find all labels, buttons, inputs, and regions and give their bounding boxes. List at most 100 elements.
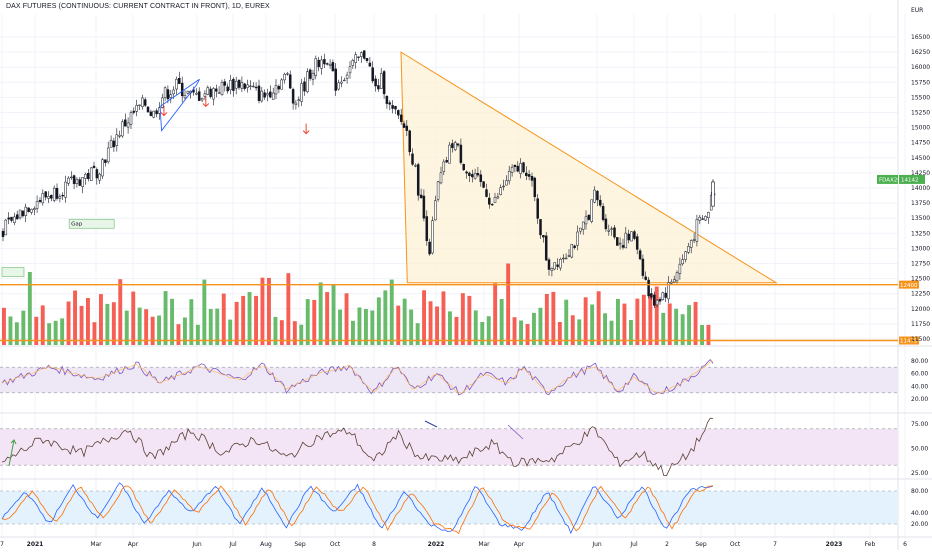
candle-body xyxy=(462,164,465,171)
rsi-axis-tick-label: 60.00 xyxy=(911,371,928,378)
candle-body xyxy=(135,105,138,112)
volume-bar xyxy=(493,283,498,345)
candle-body xyxy=(579,227,582,232)
stoch-k-line xyxy=(1,482,714,535)
volume-bar xyxy=(254,295,258,345)
candle-body xyxy=(286,73,289,75)
candle-body xyxy=(186,90,190,94)
wedge-channel-drawing xyxy=(159,78,200,132)
candle-body xyxy=(112,140,116,148)
volume-bar xyxy=(111,302,116,345)
price-axis-tick-label: 13000 xyxy=(911,245,930,252)
candle-body xyxy=(627,233,630,241)
volume-bar xyxy=(202,279,207,345)
volume-bar xyxy=(8,316,13,345)
volume-bar xyxy=(170,298,174,345)
candle-body xyxy=(237,79,241,88)
candle-body xyxy=(584,216,588,225)
candle-body xyxy=(118,134,121,137)
descending-triangle xyxy=(400,51,778,284)
candle-body xyxy=(664,292,667,298)
time-axis-tick-label: 6 xyxy=(903,541,907,548)
candle-body xyxy=(670,281,673,284)
candle-body xyxy=(453,142,457,151)
candle-body xyxy=(38,200,42,202)
candle-body xyxy=(325,63,329,65)
candle-body xyxy=(448,144,451,164)
volume-bar xyxy=(27,272,32,345)
volume-bar xyxy=(176,324,181,345)
note-box xyxy=(1,267,25,277)
volume-bar xyxy=(137,307,142,345)
volume-bar xyxy=(34,316,39,345)
volume-bar xyxy=(409,309,414,345)
price-axis-tick-label: 12500 xyxy=(911,276,930,283)
candle-body xyxy=(55,188,59,199)
candle-body xyxy=(195,92,198,95)
candle-body xyxy=(308,69,312,79)
candle-body xyxy=(44,191,47,198)
volume-bar xyxy=(357,307,362,345)
volume-bar xyxy=(415,323,420,345)
rsi-signal-line xyxy=(1,361,714,394)
volume-bar xyxy=(428,301,433,345)
candle-body xyxy=(394,106,397,110)
candle-body xyxy=(226,86,229,92)
candle-body xyxy=(618,242,622,245)
stoch-axis-tick-label: 40.00 xyxy=(911,510,928,517)
candle-body xyxy=(101,159,104,177)
volume-bar xyxy=(228,319,233,345)
candle-body xyxy=(152,110,155,118)
candle-body xyxy=(58,196,62,199)
candle-body xyxy=(519,163,522,174)
volume-bar xyxy=(577,319,582,345)
volume-bar xyxy=(616,299,620,345)
volume-bar xyxy=(641,294,646,345)
volume-bar xyxy=(383,290,388,345)
candle-body xyxy=(343,79,346,82)
candle-body xyxy=(593,189,596,203)
up-arrow-shaft xyxy=(8,439,15,467)
candle-body xyxy=(698,216,702,221)
candle-body xyxy=(681,259,684,265)
volume-bar xyxy=(286,273,291,345)
candle-body xyxy=(234,80,238,89)
candle-body xyxy=(260,90,264,102)
candle-body xyxy=(687,246,690,253)
candle-body xyxy=(488,197,491,205)
volume-bar xyxy=(195,324,200,345)
volume-bar xyxy=(519,320,523,345)
candle-body xyxy=(527,174,531,177)
price-axis-tick-label: 16000 xyxy=(911,64,930,71)
candle-body xyxy=(397,110,400,116)
candle-body xyxy=(172,89,175,95)
candle-body xyxy=(476,173,480,176)
candle-body xyxy=(266,93,269,96)
candle-body xyxy=(590,199,593,222)
time-axis-tick-label: 2021 xyxy=(27,541,44,548)
time-axis-tick-label: Feb xyxy=(865,541,876,548)
volume-bar xyxy=(325,292,330,345)
candle-body xyxy=(126,122,130,128)
candle-body xyxy=(684,251,687,260)
volume-bar xyxy=(590,304,595,345)
rsi-band xyxy=(0,367,898,393)
volume-bar xyxy=(441,291,446,345)
candle-body xyxy=(334,68,337,91)
rsi-axis-tick-label: 80.00 xyxy=(911,358,928,365)
candle-body xyxy=(132,110,136,113)
volume-bar xyxy=(448,311,452,345)
time-axis-tick-label: Sep xyxy=(695,541,707,548)
candle-body xyxy=(200,98,204,101)
candle-body xyxy=(598,199,602,206)
volume-bar xyxy=(60,318,65,345)
cci-band xyxy=(0,428,898,466)
down-arrow-head xyxy=(302,130,310,135)
candle-body xyxy=(203,93,207,97)
candle-body xyxy=(206,87,210,95)
candle-body xyxy=(283,73,286,81)
price-axis-tick-label: 16250 xyxy=(911,49,930,56)
price-axis-tick-label: 12750 xyxy=(911,261,930,268)
